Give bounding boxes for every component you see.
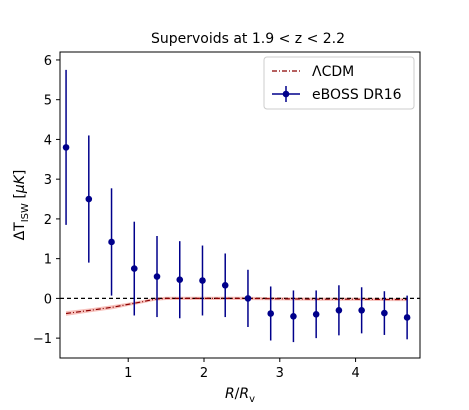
plot-frame: [59, 51, 421, 359]
x-tick-label: 3: [276, 366, 284, 381]
x-tick-label: 4: [351, 366, 359, 381]
data-point: [130, 265, 138, 272]
data-point: [335, 307, 343, 314]
data-point: [267, 310, 274, 317]
data-point: [312, 310, 320, 318]
y-tick-label: 1: [44, 253, 52, 268]
lcdm-line: [65, 297, 408, 315]
errorbar-layer: [62, 69, 411, 343]
legend: ΛCDM eBOSS DR16: [263, 56, 415, 110]
legend-eboss-marker: [282, 90, 290, 98]
tick-layer: 1 2 3 4 −1 0 1 2 3 4 5 6: [33, 54, 360, 381]
lcdm-band: [66, 296, 408, 316]
legend-box: [263, 56, 415, 110]
data-point: [244, 295, 252, 302]
y-axis-label: ΔTISW [μK]: [12, 170, 31, 241]
x-axis-label: R/Rv: [225, 386, 255, 405]
data-point: [290, 312, 297, 320]
data-point: [358, 307, 365, 314]
y-tick-label: 4: [44, 133, 52, 148]
data-point: [221, 281, 229, 289]
y-tick-label: −1: [33, 332, 52, 347]
data-point: [176, 276, 184, 284]
chart-title: Supervoids at 1.9 < z < 2.2: [151, 31, 345, 47]
data-point: [153, 273, 161, 280]
y-tick-label: 6: [44, 54, 52, 69]
y-tick-label: 2: [44, 213, 52, 228]
x-tick-label: 1: [124, 366, 132, 381]
y-tick-label: 0: [44, 292, 52, 307]
data-point: [62, 144, 70, 151]
data-point: [108, 238, 115, 246]
legend-label-lcdm: ΛCDM: [312, 64, 354, 80]
data-point: [199, 277, 206, 284]
y-tick-label: 3: [44, 173, 52, 188]
data-point: [381, 309, 388, 317]
data-point: [85, 195, 93, 203]
lcdm-band-layer: [66, 296, 408, 316]
x-tick-label: 2: [200, 366, 208, 381]
legend-label-eboss: eBOSS DR16: [312, 87, 402, 103]
y-tick-label: 5: [44, 94, 52, 109]
lcdm-line-layer: [65, 297, 408, 315]
data-point: [403, 314, 411, 321]
